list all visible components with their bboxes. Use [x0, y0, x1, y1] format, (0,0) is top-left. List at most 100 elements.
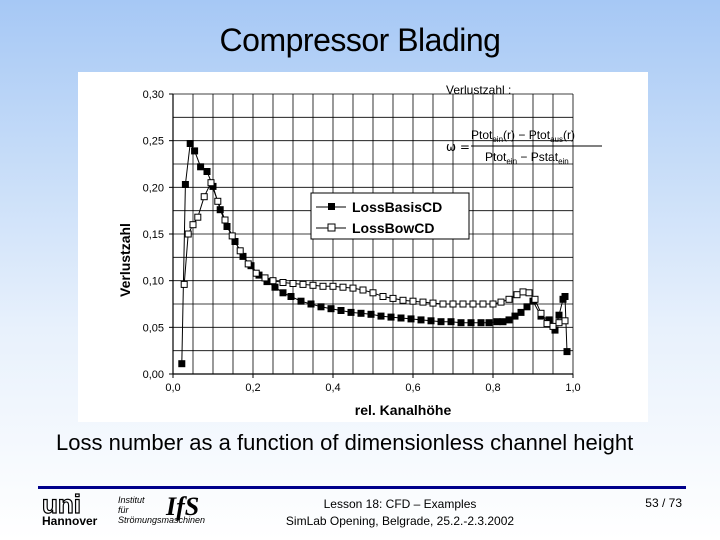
y-tick-label: 0,10 [143, 276, 164, 288]
legend-marker-basis [328, 203, 335, 210]
data-point-LossBowCD [497, 298, 505, 306]
data-point-LossBasisCD [357, 309, 365, 317]
data-point-LossBowCD [189, 221, 197, 229]
data-point-LossBasisCD [561, 293, 569, 300]
uni-logo: uni [42, 493, 82, 515]
formula-label: Verlustzahl : [446, 83, 511, 97]
legend-marker-bow [327, 223, 336, 232]
data-point-LossBowCD [389, 294, 397, 302]
data-point-LossBowCD [429, 299, 437, 307]
data-point-LossBowCD [505, 295, 513, 303]
data-point-LossBowCD [228, 232, 236, 240]
data-point-LossBowCD [180, 280, 188, 288]
data-point-LossBasisCD [307, 300, 315, 308]
data-point-LossBowCD [194, 213, 202, 221]
event-line: SimLab Opening, Belgrade, 25.2.-2.3.2002 [285, 514, 515, 528]
data-point-LossBowCD [549, 322, 557, 330]
data-point-LossBowCD [489, 300, 497, 308]
data-point-LossBowCD [537, 309, 545, 317]
data-point-LossBowCD [329, 282, 337, 290]
data-point-LossBowCD [561, 317, 569, 325]
data-point-LossBasisCD [447, 318, 455, 326]
data-point-LossBasisCD [223, 223, 231, 230]
data-point-LossBowCD [221, 216, 229, 224]
data-point-LossBowCD [531, 295, 539, 303]
data-point-LossBasisCD [517, 308, 525, 316]
data-point-LossBowCD [399, 296, 407, 304]
x-tick-label: 0,8 [485, 382, 500, 394]
y-tick-label: 0,05 [143, 322, 164, 334]
y-tick-label: 0,00 [143, 369, 164, 381]
data-point-LossBasisCD [181, 181, 189, 188]
data-point-LossBowCD [184, 230, 192, 238]
page-number: 53 / 73 [645, 496, 682, 510]
data-point-LossBasisCD [347, 308, 355, 316]
data-point-LossBasisCD [387, 313, 395, 321]
data-point-LossBasisCD [485, 319, 493, 327]
data-point-LossBasisCD [437, 318, 445, 326]
data-point-LossBasisCD [203, 168, 211, 175]
x-tick-label: 1,0 [565, 382, 580, 394]
data-point-LossBowCD [439, 300, 447, 308]
chart-panel: 0,00 0,05 0,10 0,15 0,20 0,25 0,30 0,0 0,2 0,4 0,6… [78, 72, 648, 422]
data-point-LossBowCD [261, 274, 269, 282]
data-point-LossBowCD [289, 280, 297, 287]
data-point-LossBowCD [419, 298, 427, 306]
data-point-LossBowCD [269, 277, 277, 285]
data-point-LossBowCD [449, 300, 457, 308]
data-point-LossBasisCD [477, 319, 485, 327]
y-tick-label: 0,20 [143, 182, 164, 194]
y-axis-label: Verlustzahl [117, 223, 133, 297]
data-point-LossBasisCD [407, 315, 415, 323]
y-tick-label: 0,15 [143, 229, 164, 241]
data-point-LossBasisCD [493, 318, 501, 326]
data-point-LossBowCD [214, 197, 222, 205]
data-point-LossBowCD [525, 289, 533, 297]
data-point-LossBowCD [319, 282, 327, 290]
data-point-LossBowCD [479, 300, 487, 308]
data-point-LossBasisCD [327, 305, 335, 313]
legend-label-basis: LossBasisCD [352, 199, 442, 215]
data-point-LossBowCD [513, 291, 521, 299]
data-point-LossBasisCD [317, 303, 325, 311]
data-point-LossBasisCD [178, 360, 186, 368]
data-point-LossBasisCD [505, 316, 513, 324]
data-point-LossBowCD [252, 269, 260, 277]
x-tick-label: 0,0 [165, 382, 180, 394]
data-point-LossBowCD [309, 281, 317, 289]
formula-symbol: ω = [446, 140, 470, 154]
slide-title: Compressor Blading [219, 22, 501, 58]
data-point-LossBasisCD [186, 140, 194, 147]
slide-caption: Loss number as a function of dimensionle… [56, 430, 634, 455]
uni-logo-text: uni [42, 493, 81, 515]
data-point-LossBasisCD [297, 297, 305, 305]
data-point-LossBasisCD [377, 312, 385, 320]
footer-center: Lesson 18: CFD – Examples SimLab Opening… [250, 496, 550, 530]
y-tick-label: 0,25 [143, 136, 164, 148]
footer-rule [38, 486, 686, 489]
hannover-label: Hannover [42, 514, 98, 528]
data-point-LossBasisCD [191, 147, 199, 155]
data-point-LossBasisCD [427, 317, 435, 325]
data-point-LossBasisCD [216, 206, 224, 214]
x-axis-label: rel. Kanalhöhe [355, 402, 452, 418]
x-tick-label: 0,6 [405, 382, 420, 394]
data-point-LossBowCD [379, 293, 387, 300]
data-point-LossBasisCD [279, 289, 287, 297]
data-point-LossBasisCD [555, 311, 563, 319]
data-point-LossBasisCD [511, 312, 519, 320]
data-point-LossBowCD [207, 179, 215, 187]
data-point-LossBasisCD [367, 310, 375, 318]
data-point-LossBowCD [200, 193, 208, 201]
ifs-logo: IfS [166, 492, 200, 521]
data-point-LossBowCD [244, 260, 252, 268]
data-point-LossBasisCD [337, 307, 345, 314]
data-point-LossBasisCD [499, 318, 507, 326]
x-tick-label: 0,2 [245, 382, 260, 394]
legend: LossBasisCD LossBowCD [310, 192, 470, 240]
data-point-LossBowCD [279, 279, 287, 286]
data-point-LossBasisCD [271, 283, 279, 291]
data-point-LossBasisCD [197, 163, 205, 171]
data-point-LossBowCD [519, 288, 527, 296]
data-point-LossBowCD [555, 319, 563, 327]
